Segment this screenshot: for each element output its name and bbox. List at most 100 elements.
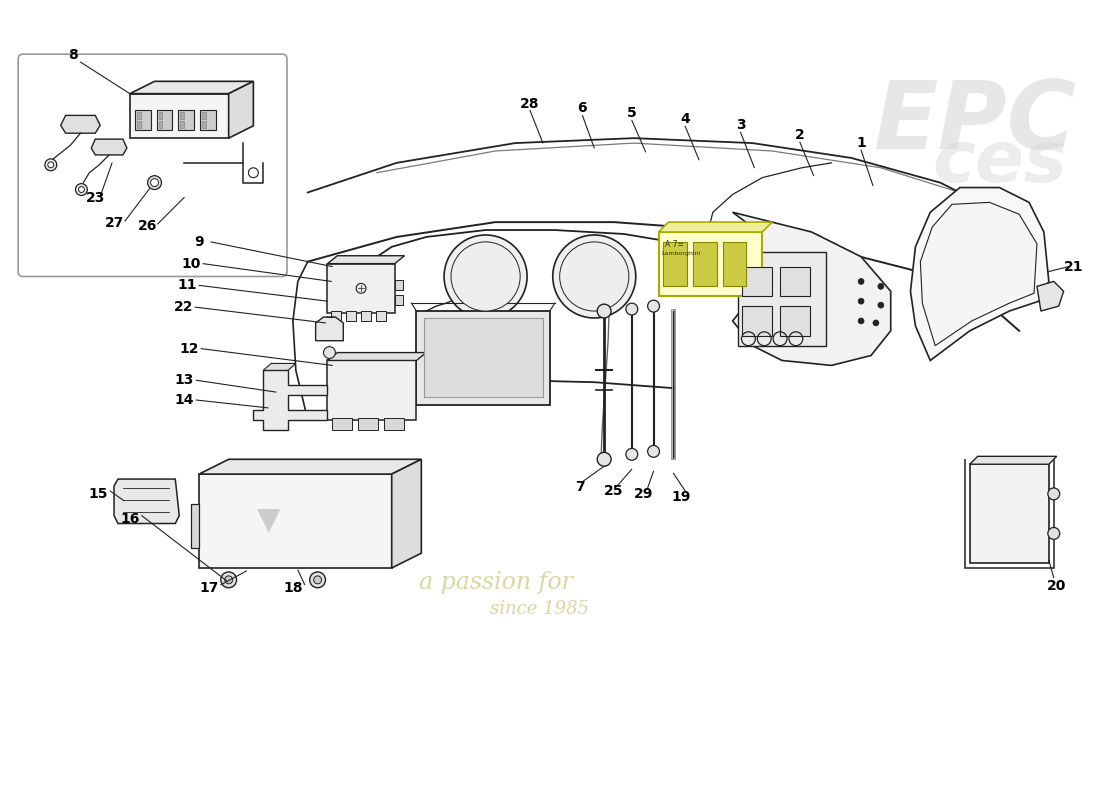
Circle shape — [224, 576, 232, 584]
Bar — [780, 306, 810, 336]
Bar — [395, 295, 403, 305]
Polygon shape — [970, 456, 1057, 464]
Bar — [202, 113, 206, 119]
Polygon shape — [91, 139, 127, 155]
Text: 14: 14 — [175, 393, 194, 407]
Polygon shape — [199, 474, 392, 568]
Text: 29: 29 — [634, 487, 653, 501]
Polygon shape — [1037, 282, 1064, 311]
Text: 2: 2 — [795, 128, 805, 142]
Bar — [156, 110, 173, 130]
Circle shape — [878, 283, 883, 290]
Text: EPC: EPC — [873, 78, 1076, 170]
Text: 27: 27 — [106, 216, 124, 230]
Bar — [158, 122, 163, 128]
Bar — [425, 318, 543, 397]
Circle shape — [858, 298, 864, 304]
Circle shape — [249, 168, 258, 178]
Text: ces: ces — [932, 128, 1067, 198]
Bar — [723, 242, 747, 286]
Text: since 1985: since 1985 — [491, 601, 590, 618]
Bar — [158, 113, 163, 119]
Polygon shape — [130, 82, 253, 94]
Circle shape — [626, 449, 638, 460]
Bar — [135, 110, 151, 130]
Bar — [332, 418, 352, 430]
Bar — [970, 464, 1048, 563]
Polygon shape — [328, 353, 427, 361]
Bar — [180, 122, 184, 128]
Circle shape — [323, 346, 336, 358]
Circle shape — [1048, 488, 1059, 500]
Bar — [328, 361, 417, 420]
Polygon shape — [659, 222, 772, 232]
Text: 12: 12 — [179, 342, 199, 356]
Polygon shape — [229, 82, 253, 138]
Bar — [742, 306, 772, 336]
Circle shape — [76, 183, 87, 195]
Circle shape — [78, 186, 85, 193]
Bar — [359, 418, 378, 430]
Bar — [738, 252, 826, 346]
Bar — [180, 113, 184, 119]
Bar — [178, 110, 194, 130]
Bar — [202, 122, 206, 128]
Polygon shape — [130, 94, 229, 138]
Circle shape — [451, 242, 520, 311]
Text: 11: 11 — [177, 278, 197, 292]
Circle shape — [314, 576, 321, 584]
Circle shape — [858, 278, 864, 284]
Circle shape — [553, 235, 636, 318]
Polygon shape — [392, 459, 421, 568]
Text: 3: 3 — [736, 118, 746, 132]
Text: 25: 25 — [604, 484, 624, 498]
Text: 5: 5 — [627, 106, 637, 121]
Text: 13: 13 — [175, 374, 194, 387]
Circle shape — [1048, 527, 1059, 539]
Bar — [136, 113, 141, 119]
Bar — [780, 266, 810, 296]
Text: 26: 26 — [138, 219, 157, 233]
Bar — [328, 264, 395, 313]
Text: 19: 19 — [671, 490, 691, 504]
Text: A 7=: A 7= — [666, 240, 684, 249]
Text: 16: 16 — [120, 511, 140, 526]
Text: 10: 10 — [182, 257, 201, 270]
Circle shape — [648, 300, 660, 312]
Bar — [346, 311, 356, 321]
Bar — [376, 311, 386, 321]
Text: 6: 6 — [578, 102, 587, 115]
Circle shape — [626, 303, 638, 315]
Text: 22: 22 — [174, 300, 192, 314]
Text: 23: 23 — [86, 191, 104, 206]
Polygon shape — [114, 479, 179, 523]
Circle shape — [444, 235, 527, 318]
Text: 17: 17 — [199, 581, 219, 594]
Bar — [663, 242, 688, 286]
Circle shape — [560, 242, 629, 311]
Polygon shape — [263, 363, 296, 370]
Circle shape — [221, 572, 236, 588]
Circle shape — [858, 318, 864, 324]
Circle shape — [147, 176, 162, 190]
Circle shape — [648, 446, 660, 458]
Text: 1: 1 — [856, 136, 866, 150]
Text: 9: 9 — [195, 235, 204, 249]
Text: 15: 15 — [88, 487, 108, 501]
Bar — [361, 311, 371, 321]
Text: 18: 18 — [283, 581, 302, 594]
Circle shape — [878, 302, 883, 308]
Bar — [136, 122, 141, 128]
Circle shape — [356, 283, 366, 294]
Bar — [659, 232, 762, 296]
Bar — [417, 311, 550, 405]
Text: Lamborghini: Lamborghini — [661, 250, 701, 256]
Text: a passion for: a passion for — [418, 571, 572, 594]
Circle shape — [873, 320, 879, 326]
Polygon shape — [253, 370, 328, 430]
Circle shape — [597, 452, 612, 466]
Polygon shape — [921, 202, 1037, 346]
Bar — [331, 311, 341, 321]
Text: 7: 7 — [574, 480, 584, 494]
Text: 8: 8 — [68, 48, 77, 62]
